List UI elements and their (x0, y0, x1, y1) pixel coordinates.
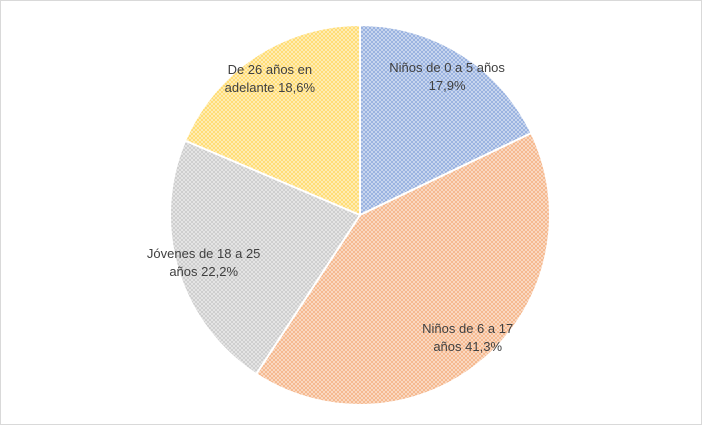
value-label: 17,9% (428, 77, 466, 93)
pie-slice (254, 131, 551, 406)
value-label: 22,2% (201, 263, 239, 279)
label-box: Jóvenes de 18 a 25 años 22,2% (144, 241, 264, 285)
slice-label: Niños de 6 a 17 años 41,3% (408, 316, 528, 360)
value-label: 18,6% (278, 79, 316, 95)
category-label: Niños de 6 a 17 años (422, 320, 514, 354)
slice-label: Niños de 0 a 5 años 17,9% (387, 55, 507, 99)
label-text: De 26 años en adelante 18,6% (210, 61, 330, 97)
label-box: Niños de 0 a 5 años 17,9% (387, 55, 507, 99)
label-text: Jóvenes de 18 a 25 años 22,2% (144, 245, 264, 281)
label-text: Niños de 0 a 5 años 17,9% (387, 59, 507, 95)
category-label: Niños de 0 a 5 años (389, 59, 505, 75)
pie-slice (183, 23, 361, 217)
label-box: De 26 años en adelante 18,6% (210, 57, 330, 101)
pie-slice (359, 23, 533, 217)
value-label: 41,3% (465, 338, 503, 354)
label-text: Niños de 6 a 17 años 41,3% (408, 320, 528, 356)
category-label: Jóvenes de 18 a 25 años (146, 245, 261, 279)
slice-label: Jóvenes de 18 a 25 años 22,2% (144, 241, 264, 285)
slice-label: De 26 años en adelante 18,6% (210, 57, 330, 101)
category-label: De 26 años en adelante (224, 61, 313, 95)
pie-slice (169, 139, 362, 376)
label-box: Niños de 6 a 17 años 41,3% (408, 316, 528, 360)
